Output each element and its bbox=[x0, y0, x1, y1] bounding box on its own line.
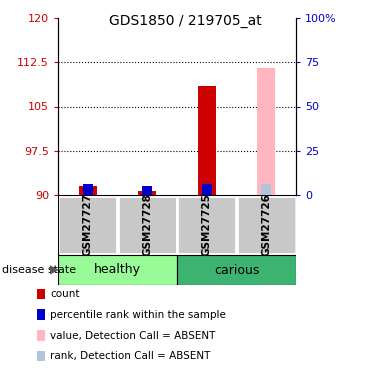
Bar bbox=[177, 255, 296, 285]
Text: rank, Detection Call = ABSENT: rank, Detection Call = ABSENT bbox=[50, 351, 210, 361]
Bar bbox=[79, 186, 97, 195]
Bar bbox=[257, 68, 275, 195]
Text: GSM27727: GSM27727 bbox=[83, 194, 93, 256]
Bar bbox=[58, 196, 117, 254]
Bar bbox=[177, 196, 236, 254]
Bar bbox=[142, 186, 152, 195]
Text: healthy: healthy bbox=[94, 264, 141, 276]
Text: GSM27728: GSM27728 bbox=[142, 194, 152, 256]
Text: disease state: disease state bbox=[2, 265, 76, 275]
Text: percentile rank within the sample: percentile rank within the sample bbox=[50, 310, 226, 320]
Bar bbox=[58, 255, 177, 285]
Bar bbox=[261, 184, 271, 195]
Bar bbox=[198, 86, 216, 195]
Text: value, Detection Call = ABSENT: value, Detection Call = ABSENT bbox=[50, 331, 215, 340]
Bar bbox=[83, 184, 92, 195]
Text: GSM27725: GSM27725 bbox=[202, 194, 212, 256]
Text: count: count bbox=[50, 290, 80, 299]
Bar bbox=[138, 192, 156, 195]
Text: carious: carious bbox=[214, 264, 259, 276]
Text: ▶: ▶ bbox=[50, 264, 59, 276]
Text: GSM27726: GSM27726 bbox=[261, 194, 271, 256]
Bar bbox=[118, 196, 177, 254]
Bar bbox=[202, 184, 212, 195]
Bar bbox=[237, 196, 296, 254]
Text: GDS1850 / 219705_at: GDS1850 / 219705_at bbox=[109, 14, 261, 28]
